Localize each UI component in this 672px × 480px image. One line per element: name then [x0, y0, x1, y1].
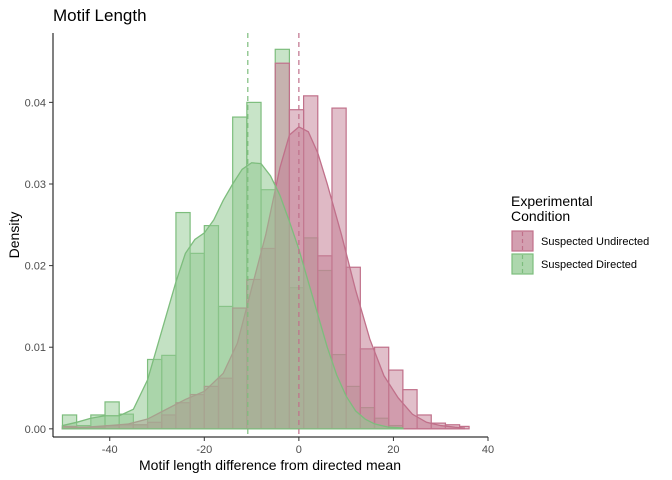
legend-item-suspected-undirected: Suspected Undirected [511, 230, 649, 252]
legend-label: Suspected Undirected [541, 236, 649, 248]
legend-label: Suspected Directed [541, 259, 637, 271]
plot-area [61, 33, 470, 437]
chart-title: Motif Length [53, 6, 147, 25]
axes: 0.00 0.01 0.02 0.03 0.04 -40 -20 0 20 40 [25, 33, 494, 456]
y-axis-title: Density [6, 212, 22, 259]
y-tick-label: 0.02 [25, 261, 46, 273]
legend-title-line-1: Experimental [511, 193, 593, 209]
y-axis-ticks: 0.00 0.01 0.02 0.03 0.04 [25, 97, 53, 436]
y-tick-label: 0.03 [25, 179, 46, 191]
legend-item-suspected-directed: Suspected Directed [511, 253, 637, 275]
y-tick-label: 0.01 [25, 342, 46, 354]
x-tick-label: 0 [296, 444, 302, 456]
density-area-suspected-directed [61, 162, 404, 430]
legend-title: Experimental Condition [511, 193, 597, 224]
x-tick-label: 20 [387, 444, 399, 456]
legend-items: Suspected Undirected Suspected Directed [511, 230, 649, 275]
legend: Experimental Condition Suspected Undirec… [511, 193, 649, 275]
x-tick-label: -20 [196, 444, 212, 456]
x-axis-ticks: -40 -20 0 20 40 [102, 437, 494, 456]
x-tick-label: -40 [102, 444, 118, 456]
y-tick-label: 0.04 [25, 97, 46, 109]
legend-title-line-2: Condition [511, 208, 570, 224]
y-tick-label: 0.00 [25, 424, 46, 436]
x-tick-label: 40 [482, 444, 494, 456]
x-axis-title: Motif length difference from directed me… [139, 457, 401, 473]
